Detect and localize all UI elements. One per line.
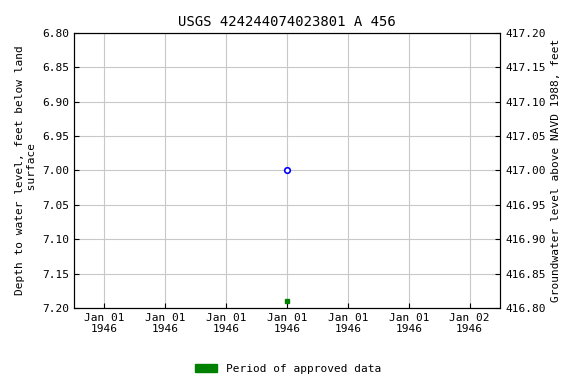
Title: USGS 424244074023801 A 456: USGS 424244074023801 A 456 bbox=[178, 15, 396, 29]
Y-axis label: Groundwater level above NAVD 1988, feet: Groundwater level above NAVD 1988, feet bbox=[551, 39, 561, 302]
Legend: Period of approved data: Period of approved data bbox=[191, 359, 385, 379]
Y-axis label: Depth to water level, feet below land
 surface: Depth to water level, feet below land su… bbox=[15, 46, 37, 295]
